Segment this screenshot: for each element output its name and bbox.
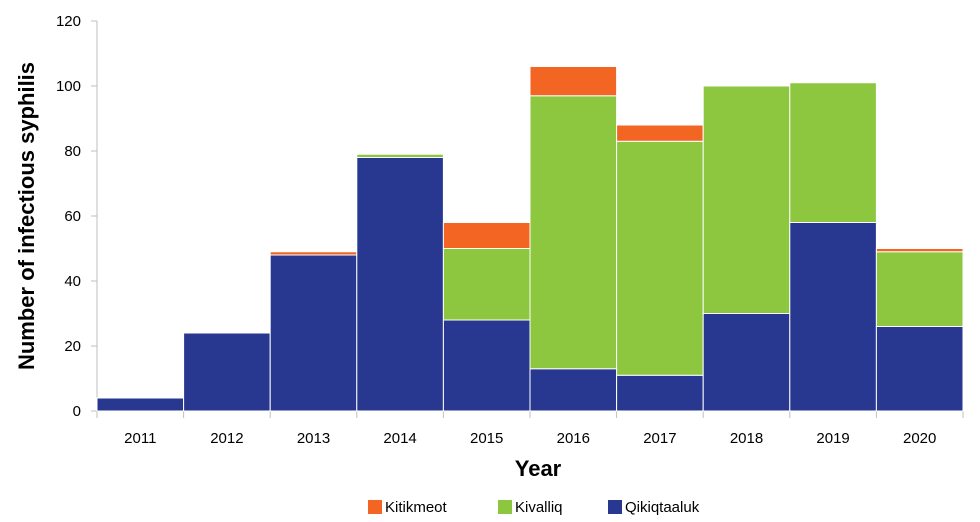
x-tick-label-2013: 2013	[297, 430, 330, 447]
bar-kivalliq-2016	[529, 95, 618, 370]
x-tick-labels: 2011 2012 2013 2014 2015 2016 2017 2018 2019 2020	[124, 430, 936, 447]
x-tick-label-2020: 2020	[903, 430, 936, 447]
legend-swatch-kivalliq	[498, 500, 512, 514]
x-tick-label-2017: 2017	[643, 430, 676, 447]
x-tick-label-2016: 2016	[557, 430, 590, 447]
bar-kivalliq-2020	[875, 251, 964, 327]
bar-qikiqtaaluk-2018	[702, 313, 791, 412]
bar-kitikmeot-2013	[269, 251, 358, 256]
y-axis-title: Number of infectious syphilis	[14, 62, 39, 370]
legend-label-kivalliq: Kivalliq	[515, 499, 563, 516]
bar-qikiqtaaluk-2019	[789, 222, 877, 412]
x-tick-label-2014: 2014	[383, 430, 416, 447]
bar-kitikmeot-2017	[616, 124, 704, 142]
y-tick-label: 100	[56, 78, 81, 95]
legend-swatch-kitikmeot	[368, 500, 382, 514]
x-axis-title: Year	[515, 456, 562, 481]
bar-qikiqtaaluk-2013	[269, 254, 358, 412]
x-tick-label-2019: 2019	[816, 430, 849, 447]
bar-qikiqtaaluk-2020	[875, 326, 964, 412]
y-tick-label: 60	[64, 208, 81, 225]
x-tick-label-2011: 2011	[124, 430, 156, 447]
bar-qikiqtaaluk-2016	[529, 368, 618, 412]
bar-kivalliq-2014	[356, 153, 444, 158]
bar-kivalliq-2015	[442, 248, 531, 321]
y-tick-label: 40	[64, 273, 81, 290]
y-tick-label: 0	[73, 403, 81, 420]
y-tick-labels: 0 20 40 60 80 100 120	[56, 13, 81, 420]
bar-qikiqtaaluk-2011	[96, 397, 185, 412]
bar-kitikmeot-2020	[875, 248, 964, 253]
bars	[96, 66, 964, 412]
x-tick-label-2012: 2012	[210, 430, 243, 447]
bar-qikiqtaaluk-2015	[442, 319, 531, 412]
x-tick-label-2015: 2015	[470, 430, 503, 447]
x-tick-label-2018: 2018	[730, 430, 763, 447]
legend-label-qikiqtaaluk: Qikiqtaaluk	[625, 499, 700, 516]
bar-kitikmeot-2016	[529, 66, 618, 97]
bar-qikiqtaaluk-2017	[616, 374, 704, 412]
bar-kivalliq-2017	[616, 140, 704, 376]
bar-qikiqtaaluk-2012	[183, 332, 271, 412]
y-tick-label: 120	[56, 13, 81, 30]
bar-kitikmeot-2015	[442, 222, 531, 249]
legend: Kitikmeot Kivalliq Qikiqtaaluk	[368, 499, 700, 516]
y-tick-label: 20	[64, 338, 81, 355]
y-tick-label: 80	[64, 143, 81, 160]
bar-kivalliq-2019	[789, 82, 877, 223]
legend-label-kitikmeot: Kitikmeot	[385, 499, 448, 516]
bar-kivalliq-2018	[702, 85, 791, 314]
legend-swatch-qikiqtaaluk	[608, 500, 622, 514]
bar-qikiqtaaluk-2014	[356, 157, 444, 412]
